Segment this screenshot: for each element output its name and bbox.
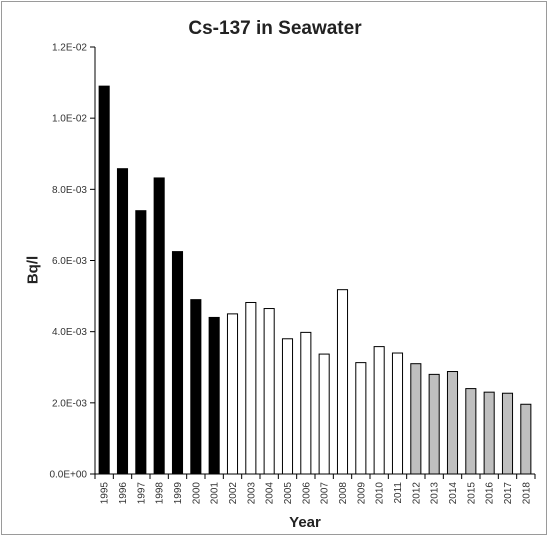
x-tick-label: 2013: [430, 482, 441, 505]
x-tick-label: 1995: [100, 482, 111, 505]
bar-1997: [135, 210, 147, 475]
bar-2018: [520, 403, 532, 475]
x-tick-label: 1998: [155, 482, 166, 505]
bar-2016: [483, 391, 495, 475]
bar-2015: [465, 388, 477, 475]
y-tick-label: 2.0E-03: [52, 398, 87, 409]
bar-2003: [245, 301, 257, 475]
x-tick-label: 2009: [356, 482, 367, 505]
bar-2001: [208, 316, 220, 475]
x-tick-label: 2018: [521, 482, 532, 505]
bars-group: [98, 85, 532, 475]
bar-1996: [116, 168, 129, 475]
bar-1995: [98, 85, 110, 475]
x-tick-label: 1999: [173, 482, 184, 505]
bar-2000: [190, 299, 202, 475]
bar-2009: [355, 362, 367, 475]
bar-2010: [373, 346, 385, 475]
y-tick-label: 1.2E-02: [52, 43, 87, 54]
x-tick-label: 2001: [210, 482, 221, 505]
x-tick-label: 1996: [118, 482, 129, 505]
y-tick-label: 0.0E+00: [49, 470, 87, 481]
bar-2011: [391, 352, 404, 475]
x-tick-label: 2000: [191, 482, 202, 505]
bar-2005: [281, 338, 294, 475]
bar-2017: [501, 392, 514, 475]
x-axis-title: Year: [289, 514, 321, 531]
y-tick-label: 6.0E-03: [52, 256, 87, 267]
bar-2007: [318, 353, 330, 475]
x-tick-label: 2012: [411, 482, 422, 505]
bar-2004: [263, 308, 275, 475]
x-tick-label: 2007: [320, 482, 331, 505]
x-tick-label: 2015: [466, 482, 477, 505]
y-tick-label: 8.0E-03: [52, 185, 87, 196]
x-tick-label: 2006: [301, 482, 312, 505]
x-tick-label: 2010: [375, 482, 386, 505]
y-tick-label: 1.0E-02: [52, 114, 87, 125]
bar-2006: [300, 331, 312, 475]
bar-2008: [336, 289, 349, 475]
x-tick-label: 2004: [265, 482, 276, 505]
chart-title: Cs-137 in Seawater: [188, 18, 362, 39]
bar-1999: [171, 251, 184, 475]
x-tick-label: 2003: [246, 482, 257, 505]
y-tick-label: 4.0E-03: [52, 327, 87, 338]
x-tick-label: 2008: [338, 482, 349, 505]
x-tick-label: 2005: [283, 482, 294, 505]
bar-2002: [226, 313, 239, 475]
x-tick-label: 2016: [485, 482, 496, 505]
x-tick-label: 1997: [136, 482, 147, 505]
bar-2013: [428, 373, 440, 475]
bar-1998: [153, 177, 165, 475]
x-tick-label: 2017: [503, 482, 514, 505]
x-tick-label: 2011: [393, 482, 404, 504]
axes-group: 0.0E+00 2.0E-03 4.0E-03 6.0E-03 8.0E-03 1.0E-…: [49, 43, 536, 505]
x-tick-label: 2002: [228, 482, 239, 505]
bar-2014: [446, 371, 459, 475]
bar-2012: [410, 363, 422, 475]
x-tick-label: 2014: [448, 482, 459, 505]
